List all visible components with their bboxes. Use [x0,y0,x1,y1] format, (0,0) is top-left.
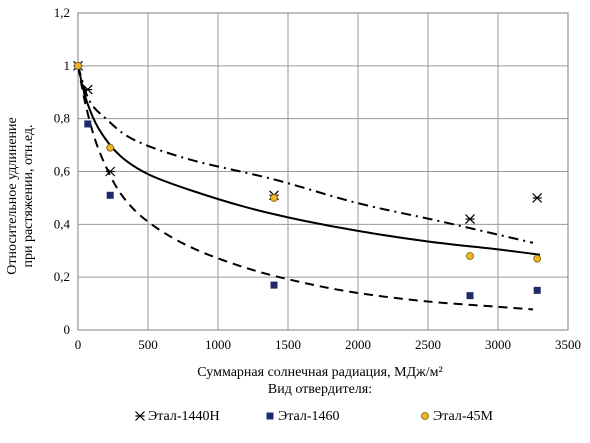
x-tick-label: 3000 [485,337,511,352]
data-point [84,120,92,128]
legend-title: Вид отвердителя: [268,382,372,397]
y-axis-title-line1: Относительное удлинение [5,117,20,274]
y-axis-ticks: 0 0,2 0,4 0,6 0,8 1 1,2 [54,5,71,337]
data-point [532,192,543,203]
legend-label: Этал-1440Н [148,409,220,424]
data-point [105,166,116,177]
data-points [73,60,543,300]
x-tick-label: 1500 [275,337,301,352]
x-axis-title: Суммарная солнечная радиация, МДж/м² [197,365,442,380]
trend-line [77,65,541,256]
x-tick-label: 0 [75,337,82,352]
data-point [270,281,278,289]
trend-line [77,65,534,311]
legend-label: Этал-1460 [278,409,340,424]
data-point [106,191,114,199]
y-tick-label: 0,8 [54,111,70,126]
data-point [533,254,542,263]
plot-area [77,12,569,331]
x-tick-label: 2000 [345,337,371,352]
data-point [533,286,541,294]
x-tick-label: 2500 [415,337,441,352]
x-tick-label: 3500 [555,337,581,352]
y-axis-title-line2: при растяжении, отн.ед. [21,124,36,267]
x-tick-label: 500 [138,337,158,352]
y-tick-label: 1 [64,58,71,73]
x-axis-ticks: 0 500 1000 1500 2000 2500 3000 3500 [75,337,581,352]
legend-label: Этал-45М [433,409,494,424]
y-tick-label: 0,2 [54,269,70,284]
legend: Этал-1440Н Этал-1460 Этал-45М [135,409,494,424]
legend-marker [266,412,274,420]
data-point [466,292,474,300]
legend-marker [421,412,429,420]
trend-lines [77,65,541,311]
y-tick-label: 0,4 [54,216,71,231]
y-tick-label: 0,6 [54,164,71,179]
trend-line [77,65,534,244]
plot-border [77,12,569,331]
y-tick-label: 0 [64,322,71,337]
x-tick-label: 1000 [205,337,231,352]
data-point [82,84,93,95]
data-point [270,194,278,202]
legend-marker [135,411,145,421]
data-point [466,252,474,260]
data-point [74,61,82,70]
data-point [106,143,115,152]
data-point [465,214,475,224]
y-tick-label: 1,2 [54,5,70,20]
grid [78,13,568,330]
